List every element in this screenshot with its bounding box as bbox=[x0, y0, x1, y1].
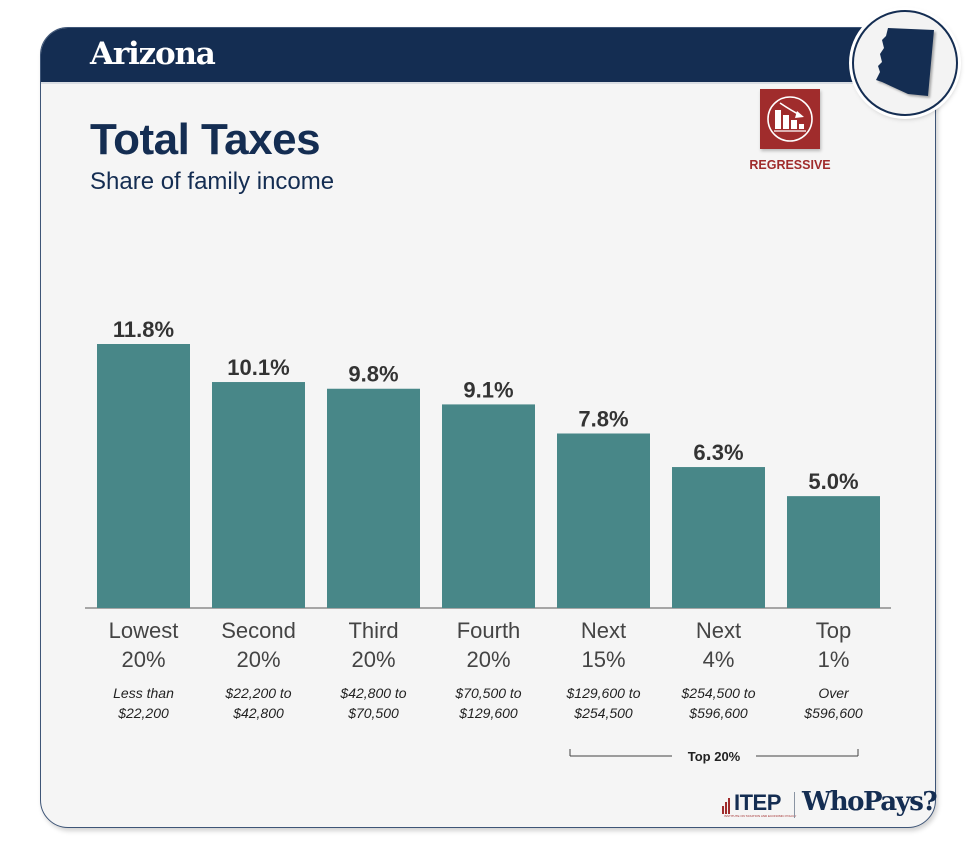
bar-value-label: 10.1% bbox=[227, 355, 289, 380]
bar-2 bbox=[212, 382, 305, 608]
income-range-line2: $254,500 bbox=[573, 705, 633, 721]
income-range-line2: $70,500 bbox=[347, 705, 399, 721]
income-range-line2: $22,200 bbox=[117, 705, 169, 721]
income-range-line1: $129,600 to bbox=[566, 685, 641, 701]
bar-value-label: 7.8% bbox=[578, 406, 628, 431]
category-label-line2: 20% bbox=[121, 647, 165, 672]
bar-value-label: 9.1% bbox=[463, 377, 513, 402]
arizona-state-shape-icon bbox=[852, 10, 958, 116]
category-label-line1: Lowest bbox=[109, 618, 179, 643]
income-range-line2: $596,600 bbox=[803, 705, 863, 721]
income-range-line1: $22,200 to bbox=[224, 685, 291, 701]
bar-5 bbox=[557, 433, 650, 608]
regressive-label: REGRESSIVE bbox=[749, 158, 831, 172]
chart-subtitle: Share of family income bbox=[90, 168, 335, 195]
top-20-bracket: Top 20% bbox=[569, 749, 859, 764]
income-range-line1: $42,800 to bbox=[339, 685, 406, 701]
income-range-line1: $70,500 to bbox=[454, 685, 521, 701]
category-label-line2: 20% bbox=[236, 647, 280, 672]
bar-6 bbox=[672, 467, 765, 608]
bars-group bbox=[97, 344, 880, 608]
bar-value-label: 5.0% bbox=[808, 469, 858, 494]
bar-1 bbox=[97, 344, 190, 608]
whopays-logo: WhoPays? bbox=[802, 787, 938, 817]
bar-3 bbox=[327, 388, 420, 608]
category-label-line1: Next bbox=[581, 618, 626, 643]
bar-value-label: 11.8% bbox=[113, 317, 174, 342]
header-bar: Arizona bbox=[41, 28, 935, 84]
category-label-line1: Fourth bbox=[457, 618, 521, 643]
income-range-line1: $254,500 to bbox=[681, 685, 756, 701]
state-name: Arizona bbox=[90, 36, 216, 72]
category-label-line2: 20% bbox=[466, 647, 510, 672]
bar-4 bbox=[442, 404, 535, 608]
itep-logo-icon bbox=[722, 798, 730, 814]
itep-logo-text: ITEP bbox=[734, 790, 781, 815]
category-label-line1: Second bbox=[221, 618, 296, 643]
income-range-line2: $596,600 bbox=[688, 705, 748, 721]
bracket-label: Top 20% bbox=[688, 749, 741, 764]
bar-7 bbox=[787, 496, 880, 608]
logo-divider bbox=[794, 792, 795, 818]
itep-subtitle: INSTITUTE ON TAXATION AND ECONOMIC POLIC… bbox=[724, 814, 797, 818]
income-range-line1: Less than bbox=[113, 685, 174, 701]
footer-logo: ITEP INSTITUTE ON TAXATION AND ECONOMIC … bbox=[722, 787, 938, 822]
category-label-line2: 4% bbox=[703, 647, 735, 672]
category-label-line1: Third bbox=[348, 618, 398, 643]
labels-group: 11.8% Lowest 20% Less than $22,200 10.1% Secon… bbox=[109, 317, 863, 721]
income-range-line2: $129,600 bbox=[458, 705, 518, 721]
category-label-line1: Next bbox=[696, 618, 741, 643]
category-label-line2: 15% bbox=[581, 647, 625, 672]
chart-title: Total Taxes bbox=[90, 115, 321, 164]
category-label-line2: 1% bbox=[818, 647, 850, 672]
income-range-line2: $42,800 bbox=[232, 705, 284, 721]
bar-value-label: 9.8% bbox=[348, 362, 398, 387]
income-range-line1: Over bbox=[818, 685, 850, 701]
category-label-line2: 20% bbox=[351, 647, 395, 672]
category-label-line1: Top bbox=[816, 618, 851, 643]
regressive-chart-icon bbox=[760, 89, 820, 149]
bar-value-label: 6.3% bbox=[693, 440, 743, 465]
